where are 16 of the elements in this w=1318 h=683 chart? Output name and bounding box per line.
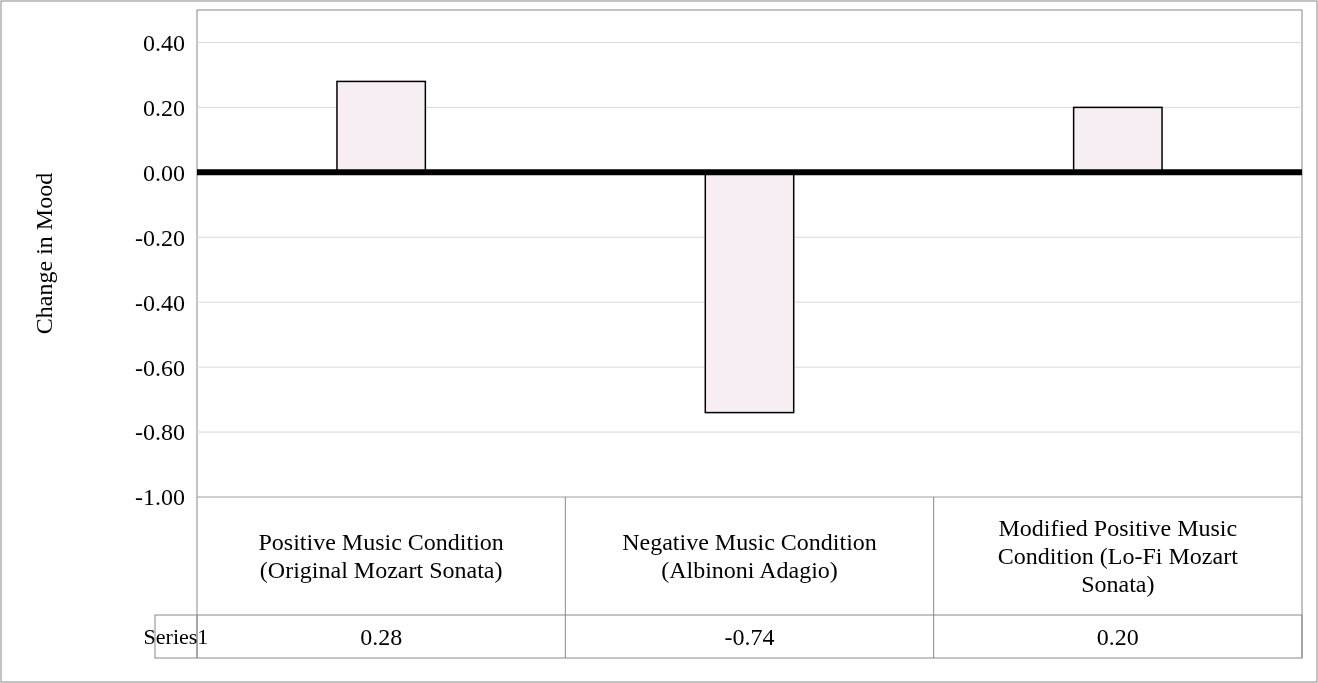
y-tick-label: -0.80	[135, 419, 185, 446]
y-tick-label: -0.40	[135, 289, 185, 316]
y-tick-label: -0.20	[135, 224, 185, 251]
data-label: 0.20	[1096, 623, 1139, 650]
y-tick-label: 0.20	[143, 94, 185, 121]
y-tick-label: -0.60	[135, 354, 185, 381]
data-label: -0.74	[724, 623, 775, 650]
x-tick-label: Modified Positive Music Condition (Lo-Fi Mozart Sonata)	[997, 515, 1239, 598]
x-tick-label: Positive Music Condition (Original Mozart Sonata)	[258, 529, 504, 584]
x-tick-label: Negative Music Condition (Albinoni Adagio)	[622, 529, 877, 584]
text: Series1	[143, 624, 209, 650]
y-tick-label: 0.40	[143, 29, 185, 56]
data-label: 0.28	[360, 623, 403, 650]
y-axis-title: Change in Mood	[31, 172, 57, 335]
y-tick-label: 0.00	[143, 159, 185, 186]
y-tick-label: -1.00	[135, 484, 185, 511]
